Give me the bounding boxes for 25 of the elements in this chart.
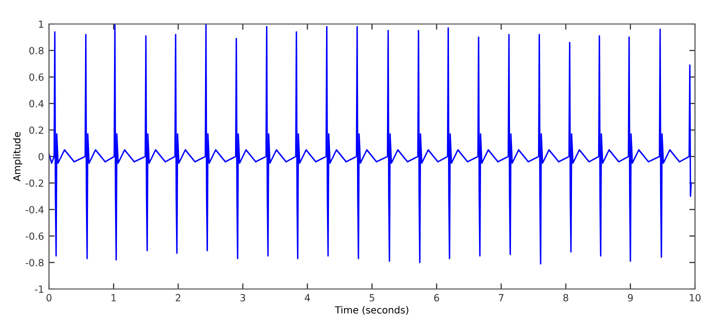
y-tick-label: 0 [38, 152, 44, 160]
y-tick-label: -0.8 [26, 258, 44, 266]
x-tick-label: 1 [112, 294, 116, 302]
x-tick-label: 3 [240, 294, 246, 302]
y-tick-label: 0.4 [29, 100, 44, 108]
x-axis-title: Time (seconds) [334, 306, 408, 315]
x-tick-label: 0 [46, 294, 52, 302]
y-tick-label: -0.6 [26, 232, 44, 240]
y-tick-label: -1 [34, 286, 44, 293]
line-series [49, 24, 692, 265]
x-tick-label: 6 [434, 294, 440, 302]
y-tick-label: -0.2 [26, 179, 44, 187]
x-tick-label: 8 [563, 294, 568, 302]
x-tick-label: 4 [304, 294, 310, 302]
y-tick-label: 1 [39, 20, 44, 28]
x-tick-label: 5 [370, 294, 374, 302]
x-tick-label: 10 [690, 294, 701, 302]
x-tick-label: 7 [498, 294, 504, 302]
x-tick-label: 9 [628, 294, 633, 302]
y-tick-label: 0.2 [29, 126, 44, 134]
y-tick-label: 0.6 [29, 73, 44, 81]
x-tick-label: 2 [176, 294, 180, 302]
y-tick-label: 0.8 [29, 46, 44, 54]
y-axis-title: Amplitude [12, 132, 22, 182]
y-tick-label: -0.4 [26, 206, 44, 214]
